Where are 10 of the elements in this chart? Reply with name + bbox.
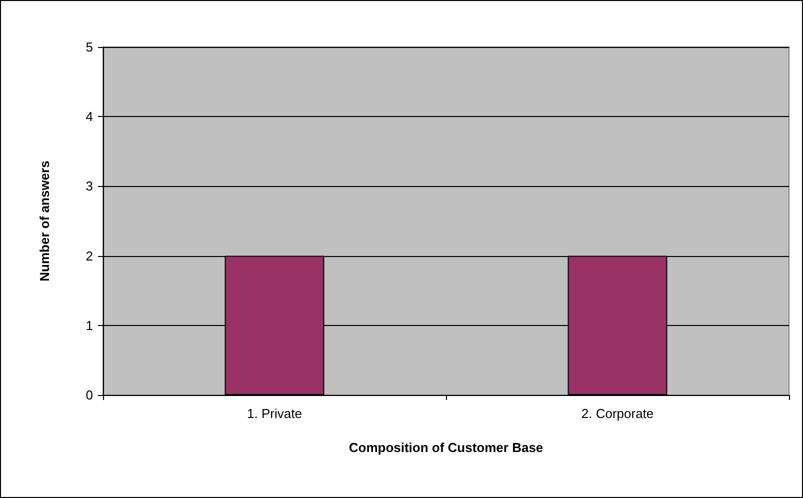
x-tick-label: 1. Private [247,406,302,421]
y-tick-label: 4 [86,109,93,124]
y-tick-label: 3 [86,178,93,194]
y-tick-label: 1 [86,318,93,333]
y-tick-label: 2 [86,248,93,264]
x-axis-title: Composition of Customer Base [348,440,544,455]
y-tick-label: 5 [86,40,93,54]
y-axis-title: Number of answers [37,160,52,282]
x-tick-label: 2. Corporate [581,406,654,421]
y-tick-label: 0 [86,388,93,402]
